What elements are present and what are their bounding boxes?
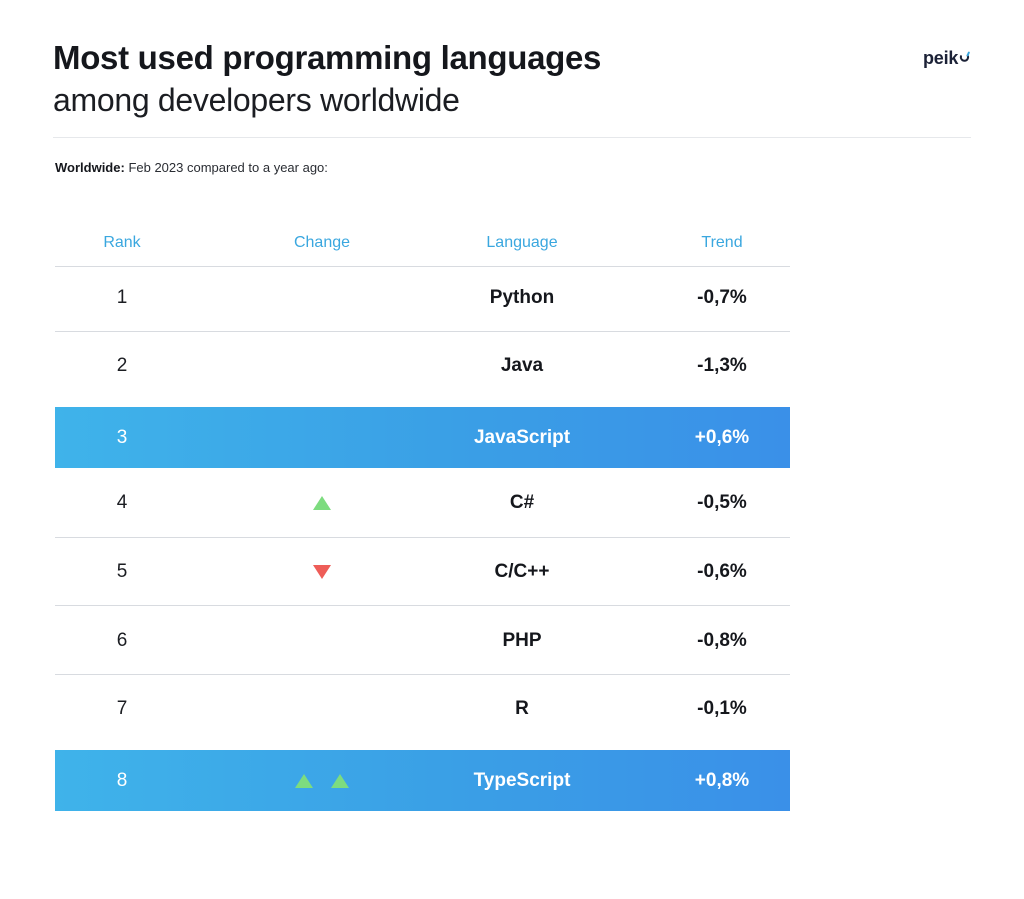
rank-cell: 3 (116, 426, 128, 448)
trend-cell: -0,7% (697, 286, 747, 308)
page-subtitle: among developers worldwide (53, 82, 460, 118)
header-divider (53, 137, 971, 138)
language-cell: C/C++ (494, 560, 550, 582)
trend-cell: -0,8% (697, 629, 747, 651)
rank-down-icon (313, 564, 331, 579)
note-label: Worldwide: (55, 160, 125, 175)
rank-cell: 1 (116, 286, 128, 308)
header-language: Language (486, 234, 558, 251)
rank-cell: 5 (116, 560, 128, 582)
trend-cell: -0,5% (697, 492, 747, 514)
rank-cell: 7 (116, 698, 128, 720)
change-cell (255, 336, 389, 397)
logo-mark-icon (960, 51, 971, 62)
table-row: 7 R -0,1% (55, 679, 790, 740)
header-rank: Rank (103, 234, 141, 251)
language-cell: PHP (502, 629, 542, 651)
rank-cell: 6 (116, 629, 128, 651)
change-cell (255, 473, 389, 534)
rank-cell: 2 (116, 355, 128, 377)
rank-up-icon (331, 773, 349, 788)
note-text: Feb 2023 compared to a year ago: (128, 160, 328, 175)
language-cell: R (515, 698, 529, 720)
header-change: Change (293, 234, 351, 251)
comparison-note: Worldwide: Feb 2023 compared to a year a… (55, 160, 328, 175)
rank-up-icon (295, 773, 313, 788)
peiko-logo: peik (923, 46, 975, 70)
trend-cell: -0,1% (697, 698, 747, 720)
table-row: 2 Java -1,3% (55, 336, 790, 397)
rank-up-icon (313, 496, 331, 511)
trend-cell: +0,8% (694, 769, 750, 791)
rank-cell: 8 (116, 769, 128, 791)
page-title: Most used programming languages (53, 39, 602, 76)
logo-text: peik (923, 47, 959, 68)
change-cell (255, 267, 389, 328)
trend-cell: -1,3% (697, 355, 747, 377)
trend-cell: -0,6% (697, 560, 747, 582)
change-cell (255, 750, 389, 811)
change-cell (255, 679, 389, 740)
table-header: Rank Change Language Trend (55, 220, 790, 267)
language-cell: JavaScript (473, 426, 571, 448)
table-row: 1 Python -0,7% (55, 267, 790, 332)
language-cell: TypeScript (473, 769, 571, 791)
change-cell (255, 541, 389, 602)
table-row: 6 PHP -0,8% (55, 610, 790, 675)
table-row: 5 C/C++ -0,6% (55, 541, 790, 607)
table-row: 8 TypeScript +0,8% (55, 750, 790, 812)
change-cell (255, 610, 389, 671)
table-row: 4 C# -0,5% (55, 473, 790, 538)
language-cell: Java (500, 355, 544, 377)
rank-cell: 4 (116, 492, 128, 514)
language-cell: Python (489, 286, 555, 308)
header-trend: Trend (701, 234, 743, 251)
trend-cell: +0,6% (694, 426, 750, 448)
change-cell (255, 407, 389, 468)
ranking-table: Rank Change Language Trend 1 Python -0,7% 2… (55, 220, 790, 812)
table-row: 3 JavaScript +0,6% (55, 407, 790, 469)
language-cell: C# (509, 492, 535, 514)
